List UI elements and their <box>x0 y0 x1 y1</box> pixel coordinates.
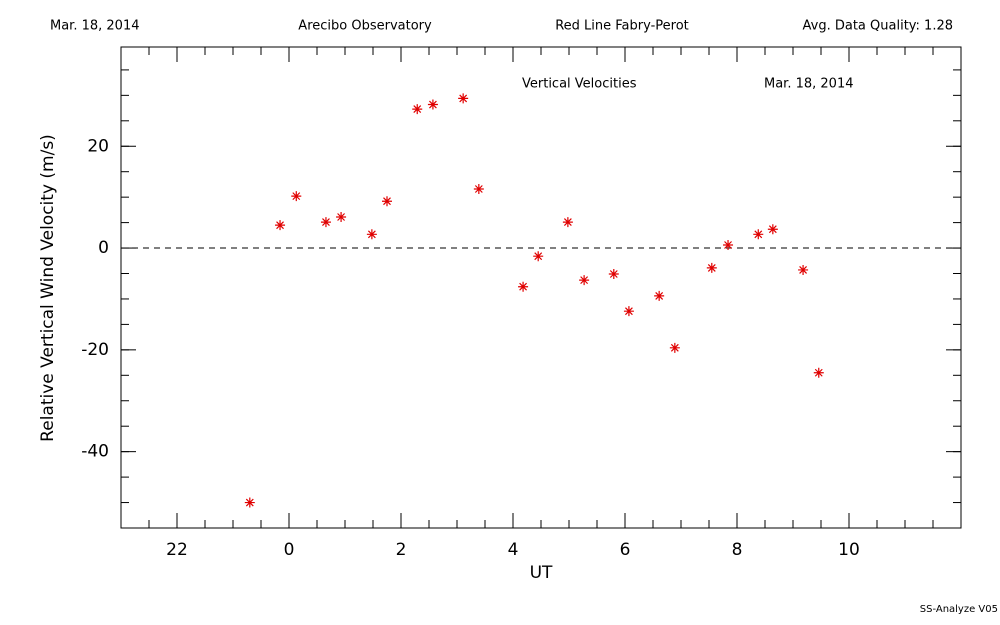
asterisk <box>275 220 286 231</box>
chart-title: Vertical Velocities <box>522 77 637 92</box>
asterisk <box>767 224 778 235</box>
asterisk <box>798 264 809 275</box>
asterisk <box>669 342 680 353</box>
asterisk <box>623 306 634 317</box>
header-date: Mar. 18, 2014 <box>50 19 140 34</box>
asterisk <box>579 275 590 286</box>
x-axis-label: UT <box>530 563 553 583</box>
asterisk <box>608 269 619 280</box>
x-tick-label: 4 <box>508 540 519 560</box>
asterisk <box>320 217 331 228</box>
x-tick-label: 0 <box>284 540 295 560</box>
data-point <box>275 220 286 231</box>
data-point <box>518 281 529 292</box>
asterisk <box>412 104 423 115</box>
asterisk <box>336 212 347 223</box>
asterisk <box>562 217 573 228</box>
asterisk <box>753 229 764 240</box>
asterisk <box>291 191 302 202</box>
data-point <box>244 497 255 508</box>
data-point <box>706 262 717 273</box>
asterisk <box>427 99 438 110</box>
data-point <box>767 224 778 235</box>
asterisk <box>382 196 392 207</box>
y-axis-label: Relative Vertical Wind Velocity (m/s) <box>38 134 58 442</box>
y-tick-label: -20 <box>81 340 109 360</box>
plot-frame <box>120 46 962 529</box>
data-point <box>412 104 423 115</box>
data-point <box>723 239 734 250</box>
data-point <box>623 306 634 317</box>
asterisk <box>706 262 717 273</box>
data-point <box>579 275 590 286</box>
data-point <box>533 251 544 262</box>
annotation: Mar. 18, 2014 <box>764 77 854 92</box>
data-point <box>562 217 573 228</box>
x-tick-label: 6 <box>620 540 631 560</box>
footer: SS-Analyze V05 <box>920 604 998 615</box>
asterisk <box>244 497 255 508</box>
asterisk <box>366 229 377 240</box>
data-point <box>366 229 377 240</box>
y-tick-label: -40 <box>81 442 109 462</box>
data-point <box>473 184 484 195</box>
data-point <box>813 367 824 378</box>
data-point <box>669 342 680 353</box>
data-point <box>608 269 619 280</box>
x-tick-label: 22 <box>166 540 188 560</box>
asterisk <box>518 281 529 292</box>
asterisk <box>473 184 484 195</box>
header-quality: Avg. Data Quality: 1.28 <box>803 19 953 34</box>
x-tick-label: 10 <box>838 540 860 560</box>
y-tick-label: 20 <box>87 136 109 156</box>
header-site: Arecibo Observatory <box>298 19 432 34</box>
header-instrument: Red Line Fabry-Perot <box>555 19 689 34</box>
x-tick-label: 2 <box>396 540 407 560</box>
data-point <box>798 264 809 275</box>
data-point <box>382 196 392 207</box>
asterisk <box>533 251 544 262</box>
data-point <box>427 99 438 110</box>
y-tick-label: 0 <box>98 238 109 258</box>
data-point <box>458 93 469 104</box>
asterisk <box>458 93 469 104</box>
data-point <box>291 191 302 202</box>
data-point <box>654 290 665 301</box>
data-point <box>320 217 331 228</box>
data-point <box>336 212 347 223</box>
x-tick-label: 8 <box>732 540 743 560</box>
asterisk <box>654 290 665 301</box>
asterisk <box>813 367 824 378</box>
asterisk <box>723 239 734 250</box>
data-point <box>753 229 764 240</box>
